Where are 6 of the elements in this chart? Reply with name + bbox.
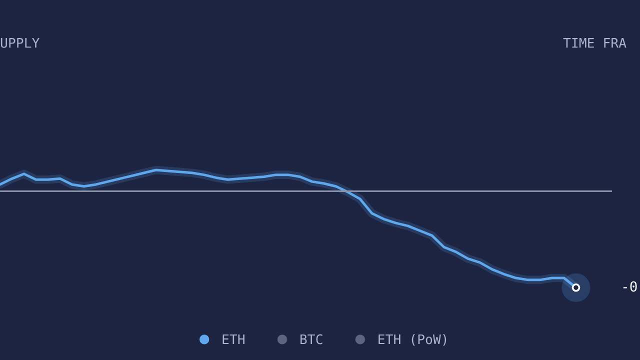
text: -0 xyxy=(623,281,637,292)
legend-label: ETH (PoW) xyxy=(378,334,446,346)
legend-label: ETH xyxy=(222,334,244,344)
text: UPPLY xyxy=(0,38,40,48)
legend-label: BTC xyxy=(300,334,322,344)
text: TIME FRA xyxy=(563,38,626,48)
